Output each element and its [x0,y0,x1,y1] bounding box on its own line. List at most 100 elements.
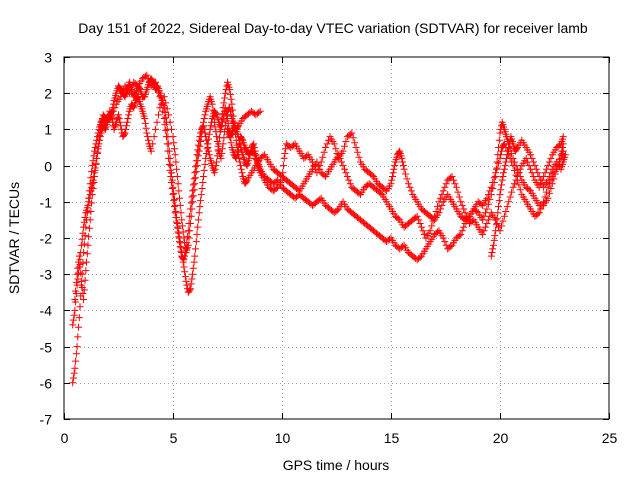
data-point-marker [80,286,88,294]
data-point-marker [201,111,209,119]
data-point-marker [150,80,158,87]
data-point-marker [516,186,524,194]
data-point-marker [217,122,225,130]
data-point-marker [290,141,298,149]
data-point-marker [201,129,209,137]
data-point-marker [320,171,328,179]
data-point-marker [490,241,497,249]
data-point-marker [413,212,421,220]
data-point-marker [96,133,104,141]
data-point-marker [486,187,494,195]
data-point-marker [193,162,201,170]
data-point-marker [499,173,507,180]
data-point-marker [88,183,96,191]
data-point-marker [108,111,116,119]
data-point-marker [545,173,553,180]
series-trace-e [487,133,569,260]
series-trace-d [224,122,567,224]
data-point-marker [88,180,96,188]
data-point-marker [96,131,104,139]
data-point-marker [84,201,92,209]
data-point-marker [121,129,129,137]
y-tick-label: -5 [40,340,53,356]
data-point-marker [79,259,87,267]
data-point-marker [399,162,407,170]
data-point-marker [525,186,533,194]
x-tick-label: 0 [61,430,69,446]
data-point-marker [498,181,505,189]
data-point-marker [152,78,160,86]
data-point-marker [174,228,182,236]
data-point-marker [72,287,80,295]
data-point-marker [342,169,350,177]
data-point-marker [439,187,447,195]
data-point-marker [492,221,500,229]
data-point-marker [511,166,518,174]
data-point-marker [169,191,177,199]
data-point-marker [501,162,509,170]
data-point-marker [88,191,96,199]
data-point-marker [460,205,468,213]
data-point-marker [213,152,221,160]
data-point-marker [527,151,534,159]
y-axis-ticks: -7 -6 -5 -4 -3 -2 -1 0 1 2 3 [40,50,609,428]
data-point-marker [120,130,128,138]
data-point-marker [188,275,196,283]
data-point-marker [455,232,463,240]
data-point-marker [211,123,219,131]
data-point-marker [217,154,225,162]
data-point-marker [559,147,567,155]
data-point-marker [85,233,93,241]
data-point-marker [441,238,449,246]
data-point-marker [165,111,173,119]
data-series [69,71,569,387]
data-point-marker [187,280,195,288]
data-point-marker [109,107,117,115]
data-point-marker [352,144,360,151]
data-point-marker [253,154,261,162]
data-point-marker [87,208,95,215]
data-point-marker [183,281,191,289]
data-point-marker [218,110,226,118]
data-point-marker [191,169,199,177]
data-point-marker [438,201,446,209]
data-point-marker [484,216,492,224]
data-point-marker [483,194,491,202]
data-point-marker [195,136,203,144]
data-point-marker [512,171,520,179]
data-point-marker [186,285,194,293]
data-point-marker [192,238,200,246]
y-tick-label: -7 [40,412,53,428]
data-point-marker [218,145,226,153]
data-point-marker [189,181,197,189]
data-point-marker [203,140,211,148]
data-point-marker [256,107,264,115]
x-tick-label: 25 [602,430,618,446]
data-point-marker [436,194,444,202]
data-point-marker [171,151,179,159]
data-point-marker [93,148,101,156]
data-point-marker [252,151,260,159]
data-point-marker [451,180,459,188]
data-point-marker [129,103,137,110]
data-point-marker [505,144,513,151]
data-point-marker [229,112,237,120]
data-point-marker [390,165,398,173]
data-point-marker [342,138,350,145]
data-point-marker [200,125,208,133]
data-point-marker [167,162,175,170]
data-point-marker [330,140,338,148]
data-point-marker [176,242,184,250]
data-point-marker [120,86,128,94]
data-point-marker [72,279,80,287]
data-point-marker [313,169,321,177]
data-point-marker [222,117,230,125]
data-point-marker [80,240,88,248]
data-point-marker [441,183,449,191]
data-point-marker [186,212,194,220]
data-point-marker [72,357,80,365]
data-point-marker [416,253,424,261]
data-point-marker [176,238,183,246]
data-point-marker [200,122,207,130]
data-point-marker [538,201,546,209]
